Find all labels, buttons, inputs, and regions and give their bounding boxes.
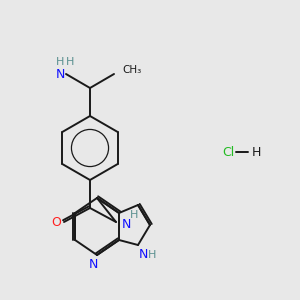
Text: N: N [138,248,148,262]
Text: CH₃: CH₃ [122,65,141,75]
Text: N: N [55,68,65,82]
Text: H: H [56,57,64,67]
Text: H: H [66,57,74,67]
Text: N: N [122,218,131,230]
Text: Cl: Cl [222,146,234,158]
Text: H: H [252,146,261,158]
Text: N: N [88,257,98,271]
Text: O: O [51,217,61,230]
Text: H: H [130,210,138,220]
Text: H: H [148,250,156,260]
